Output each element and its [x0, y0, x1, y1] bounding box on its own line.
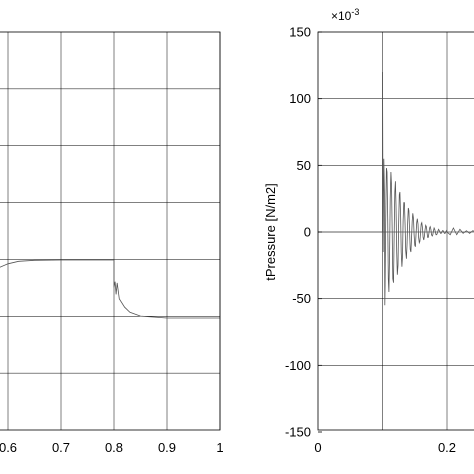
right-plot-x-tick-label: 0 [314, 440, 321, 455]
right-plot-x-tick-labels: 0 0.2 [314, 440, 456, 455]
left-plot-x-tick-label: 0.9 [158, 440, 176, 455]
right-plot-y-tick-label: 150 [289, 25, 311, 40]
right-plot-y-axis-label: tPressure [N/m2] [263, 183, 278, 281]
right-plot-y-multiplier: ×10-3 [331, 7, 359, 23]
left-plot-x-tick-label: 0.8 [105, 440, 123, 455]
left-plot-x-tick-label: 1 [216, 440, 223, 455]
right-plot-y-tick-label: 50 [297, 158, 311, 173]
right-plot-x-tick-label: 0.2 [438, 440, 456, 455]
left-plot-x-tick-labels: 0.6 0.7 0.8 0.9 1 [0, 440, 224, 455]
left-plot-grid [0, 32, 221, 430]
right-plot-y-tick-label: 100 [289, 91, 311, 106]
right-plot-y-tick-label: -50 [292, 291, 311, 306]
left-plot-axes-box [0, 31, 221, 431]
left-plot-series-line [0, 259, 220, 319]
left-plot-x-tick-label: 0.7 [52, 440, 70, 455]
right-plot-y-tick-labels: -150 -100 -50 0 50 100 150 [285, 25, 322, 440]
left-plot: 0.6 0.7 0.8 0.9 1 [0, 31, 224, 455]
right-plot-series-line [318, 71, 474, 306]
right-plot-y-tick-label: 0 [304, 225, 311, 240]
left-plot-x-tick-label: 0.6 [0, 440, 17, 455]
right-plot-y-tick-label: -150 [285, 425, 311, 440]
right-plot-axes-box [317, 31, 474, 431]
right-plot-y-tick-label: -100 [285, 358, 311, 373]
